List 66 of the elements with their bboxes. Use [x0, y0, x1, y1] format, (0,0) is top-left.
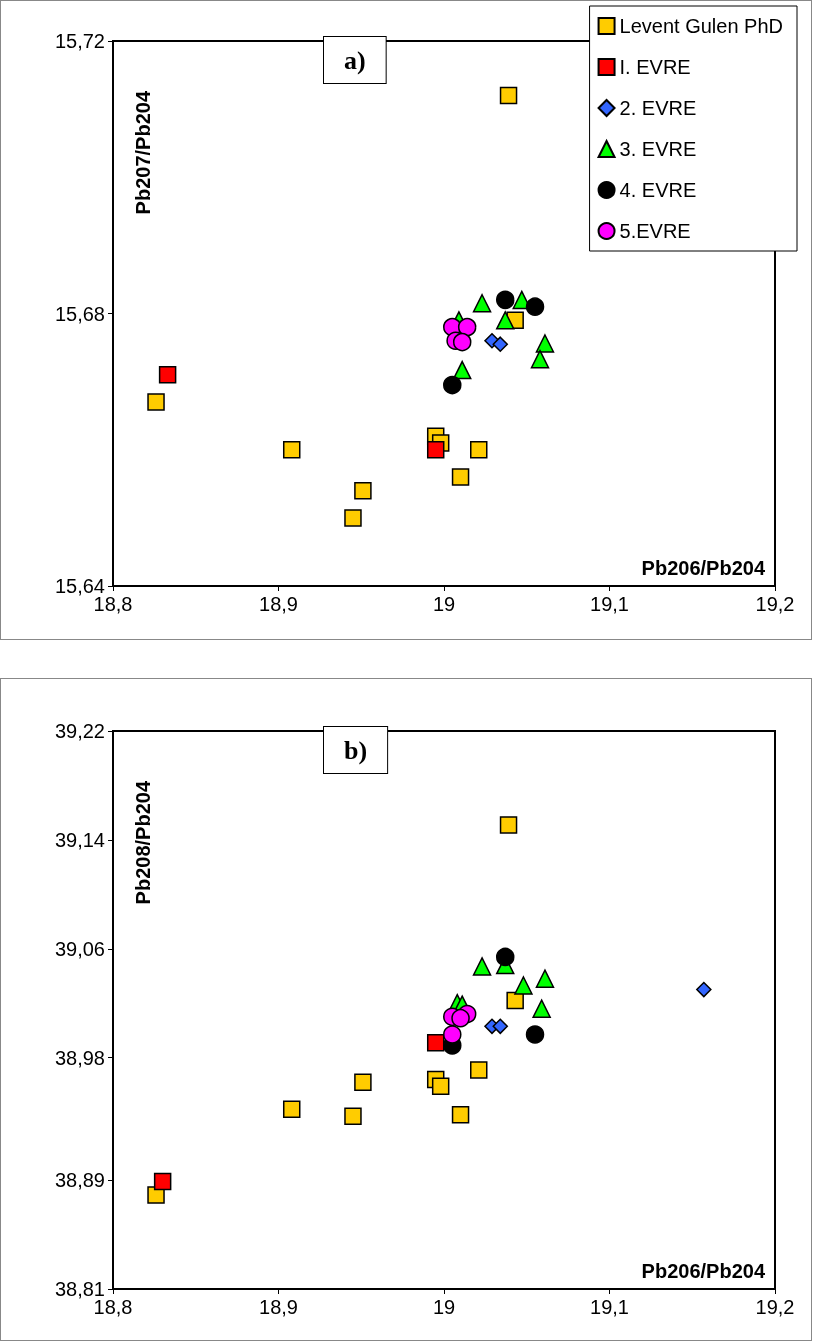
legend-label: 3. EVRE: [619, 138, 697, 160]
legend-label: Levent Gulen PhD: [619, 15, 783, 37]
y-tick-label: 38,98: [54, 1046, 105, 1069]
point: [354, 1073, 372, 1091]
x-tick-label: 18,9: [259, 1296, 298, 1318]
point: [532, 999, 551, 1018]
x-tick-label: 19,1: [590, 1296, 629, 1318]
y-tick-label: 39,14: [54, 828, 105, 851]
point: [472, 957, 492, 976]
point: [495, 311, 515, 330]
point: [282, 441, 301, 459]
annotation: b): [344, 735, 368, 765]
x-tick-label: 19,2: [755, 593, 795, 615]
point: [282, 1100, 301, 1119]
point: [696, 981, 712, 998]
point: [499, 86, 518, 105]
point: [496, 947, 515, 967]
y-tick-label: 39,06: [54, 937, 105, 960]
point: [451, 1106, 470, 1124]
x-tick-label: 19: [432, 593, 456, 615]
point: [492, 336, 509, 352]
point: [158, 366, 177, 384]
x-axis-title: Pb206/Pb204: [641, 1260, 766, 1282]
point: [452, 360, 472, 380]
point: [431, 1077, 450, 1095]
point: [499, 816, 518, 834]
point: [535, 969, 555, 988]
y-tick-label: 38,89: [54, 1169, 105, 1192]
y-tick-label: 15,68: [54, 302, 105, 325]
point: [443, 1025, 462, 1044]
point: [344, 1107, 362, 1125]
y-axis-title: Pb208/Pb204: [132, 780, 154, 905]
point: [496, 290, 515, 310]
x-tick-label: 19,2: [755, 1296, 795, 1318]
point: [514, 976, 533, 995]
point: [443, 375, 462, 395]
legend-label: 5.EVRE: [619, 220, 691, 242]
point: [535, 334, 555, 353]
annotation: a): [344, 45, 366, 75]
point: [354, 481, 372, 500]
legend-label: 2. EVRE: [619, 97, 697, 119]
point: [426, 441, 445, 459]
x-tick-label: 19: [432, 1296, 456, 1318]
x-axis-title: Pb206/Pb204: [641, 557, 766, 579]
y-tick-label: 15,72: [54, 30, 105, 52]
legend-label: I. EVRE: [619, 56, 691, 78]
point: [457, 317, 477, 337]
y-axis-title: Pb207/Pb204: [132, 90, 154, 215]
point: [470, 441, 488, 459]
point: [344, 509, 362, 527]
point: [451, 1008, 470, 1028]
point: [525, 297, 545, 316]
point: [470, 1061, 488, 1079]
legend-label: 4. EVRE: [619, 179, 697, 201]
point: [492, 1018, 509, 1035]
point: [153, 1172, 172, 1191]
x-tick-label: 19,1: [590, 593, 629, 615]
point: [530, 349, 550, 369]
point: [472, 294, 492, 313]
x-tick-label: 18,9: [259, 593, 298, 615]
point: [525, 1025, 545, 1044]
y-tick-label: 39,22: [54, 720, 105, 742]
point: [426, 1033, 445, 1052]
point: [451, 468, 470, 486]
point: [147, 393, 165, 411]
point: [452, 332, 472, 352]
